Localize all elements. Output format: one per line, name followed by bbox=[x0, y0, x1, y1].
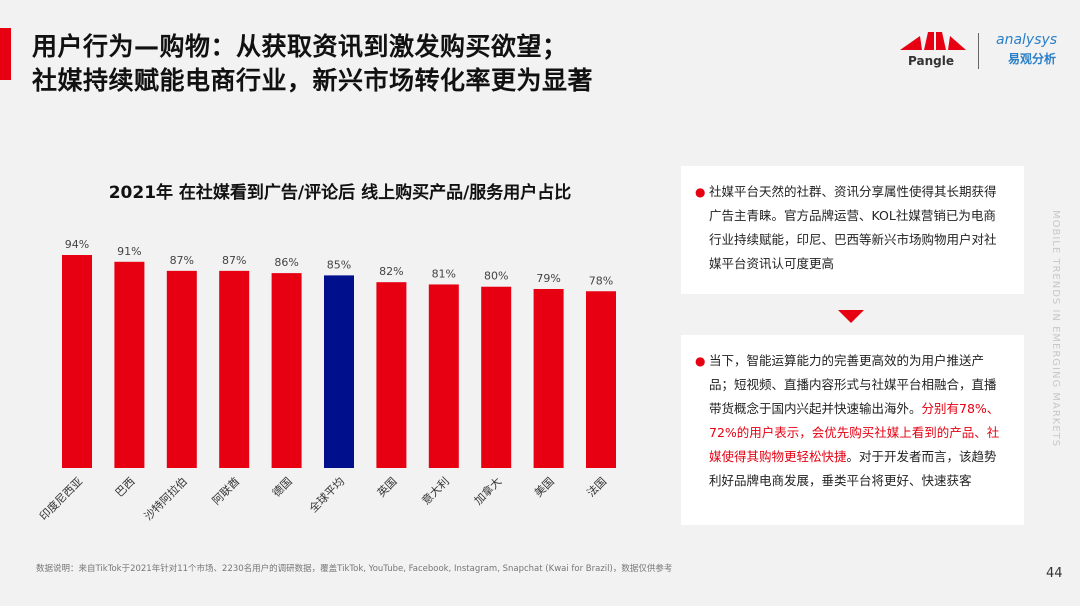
bar-3 bbox=[219, 270, 250, 468]
bar-chart: 94% 印度尼西亚 91% 巴西 87% 沙特阿拉伯 87% 阿联酋 86% 德国 85% 全球平均 8… bbox=[36, 238, 616, 523]
footnote: 数据说明：来自TikTok于2021年针对11个市场、2230名用户的调研数据，… bbox=[36, 564, 673, 574]
side-watermark-text: MOBILE TRENDS IN EMERGING MARKETS bbox=[1050, 210, 1061, 448]
bar-8 bbox=[481, 286, 512, 468]
category-label-3: 阿联酋 bbox=[209, 474, 242, 507]
data-label-4: 86% bbox=[274, 256, 298, 269]
category-label-4: 德国 bbox=[269, 474, 294, 499]
insight-text-2b: 。对于开发者而言，该趋势利好品牌电商发展，垂类平台将更好、快速获客 bbox=[709, 449, 997, 488]
category-label-6: 英国 bbox=[374, 474, 399, 499]
pangle-logo-icon bbox=[900, 32, 966, 50]
category-label-7: 意大利 bbox=[419, 474, 452, 507]
category-label-0: 印度尼西亚 bbox=[36, 474, 85, 523]
category-label-5: 全球平均 bbox=[306, 474, 347, 515]
data-label-1: 91% bbox=[117, 245, 141, 258]
bar-5 bbox=[324, 275, 354, 468]
category-label-1: 巴西 bbox=[113, 475, 138, 500]
data-label-9: 79% bbox=[536, 272, 560, 285]
bullet-icon: ● bbox=[695, 185, 706, 199]
insight-text-2a: 当下，智能运算能力的完善更高效的为用户推送产品；短视频、直播内容形式与社媒平台相… bbox=[709, 353, 997, 416]
bar-4 bbox=[271, 273, 302, 468]
data-label-8: 80% bbox=[484, 270, 508, 283]
insight-highlight: 分别有78%、72%的用户表示，会优先购买社媒上看到的产品、社媒使得其购物更轻松… bbox=[709, 401, 1000, 464]
category-label-9: 美国 bbox=[532, 475, 557, 500]
analysys-logo-text: analysys bbox=[996, 32, 1058, 48]
data-label-6: 82% bbox=[379, 265, 403, 278]
title-line-1: 用户行为—购物：从获取资讯到激发购买欲望； bbox=[32, 32, 568, 61]
logo-divider bbox=[978, 33, 979, 69]
category-label-8: 加拿大 bbox=[471, 474, 504, 507]
category-label-10: 法国 bbox=[584, 474, 609, 499]
bar-1 bbox=[114, 261, 145, 468]
bar-7 bbox=[428, 284, 459, 468]
data-label-3: 87% bbox=[222, 254, 246, 267]
analysys-logo-cn: 易观分析 bbox=[1008, 52, 1057, 66]
data-label-10: 78% bbox=[589, 274, 613, 287]
bar-6 bbox=[376, 282, 407, 468]
title-accent-bar bbox=[0, 28, 11, 80]
bullet-icon: ● bbox=[695, 354, 706, 368]
bar-0 bbox=[62, 255, 92, 468]
data-label-2: 87% bbox=[170, 254, 194, 267]
insight-card-2: ● 当下，智能运算能力的完善更高效的为用户推送产品；短视频、直播内容形式与社媒平… bbox=[681, 335, 1024, 525]
data-label-0: 94% bbox=[65, 238, 89, 251]
data-label-5: 85% bbox=[327, 258, 351, 271]
insight-card-1: ● 社媒平台天然的社群、资讯分享属性使得其长期获得广告主青睐。官方品牌运营、KO… bbox=[681, 166, 1024, 294]
page-number: 44 bbox=[1046, 566, 1063, 581]
arrow-down-icon bbox=[838, 310, 864, 323]
page-title: 用户行为—购物：从获取资讯到激发购买欲望； 社媒持续赋能电商行业，新兴市场转化率… bbox=[32, 30, 593, 98]
data-label-7: 81% bbox=[432, 267, 456, 280]
bar-10 bbox=[586, 291, 616, 468]
bar-2 bbox=[166, 270, 197, 468]
bar-9 bbox=[533, 288, 564, 468]
pangle-logo-text: Pangle bbox=[908, 54, 954, 68]
title-line-2: 社媒持续赋能电商行业，新兴市场转化率更为显著 bbox=[32, 66, 594, 95]
chart-title: 2021年 在社媒看到广告/评论后 线上购买产品/服务用户占比 bbox=[108, 183, 572, 203]
logos: Pangle analysys 易观分析 bbox=[898, 28, 1078, 74]
insight-text-1: 社媒平台天然的社群、资讯分享属性使得其长期获得广告主青睐。官方品牌运营、KOL社… bbox=[709, 184, 997, 271]
category-label-2: 沙特阿拉伯 bbox=[141, 474, 190, 523]
